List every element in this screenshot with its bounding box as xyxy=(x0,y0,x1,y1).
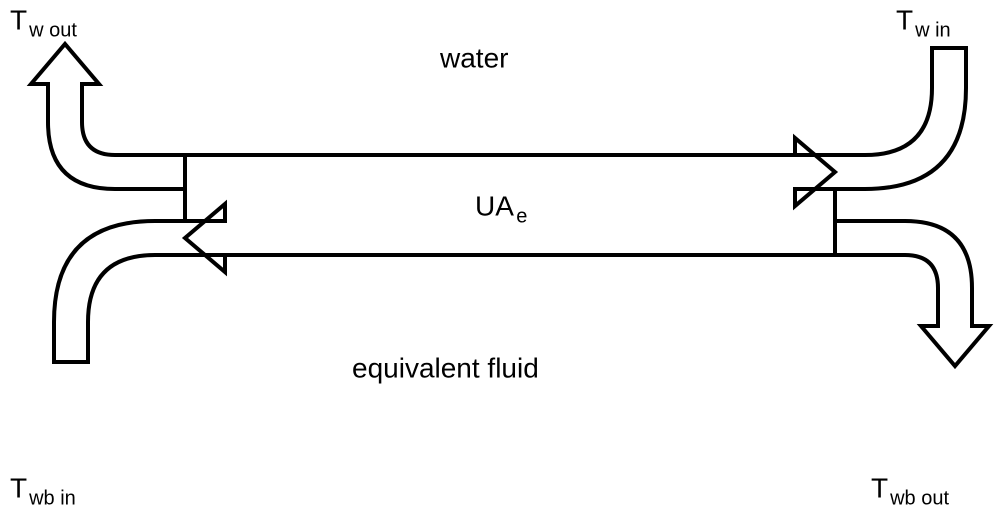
label-uae: UA xyxy=(475,190,514,221)
label-tw-out: T xyxy=(10,4,27,35)
label-uae-sub: e xyxy=(516,205,527,227)
label-equivalent-fluid: equivalent fluid xyxy=(352,352,539,383)
label-tw-in-sub: w in xyxy=(914,19,951,41)
label-tw-out-sub: w out xyxy=(28,19,77,41)
label-tw-in: T xyxy=(896,4,913,35)
heat-exchanger-diagram: T w out T w in T wb in T wb out UA e wat… xyxy=(0,0,1001,515)
label-twb-in: T xyxy=(10,472,27,503)
label-twb-out: T xyxy=(871,472,888,503)
label-twb-in-sub: wb in xyxy=(28,487,76,509)
label-water: water xyxy=(439,42,508,73)
label-twb-out-sub: wb out xyxy=(889,487,949,509)
